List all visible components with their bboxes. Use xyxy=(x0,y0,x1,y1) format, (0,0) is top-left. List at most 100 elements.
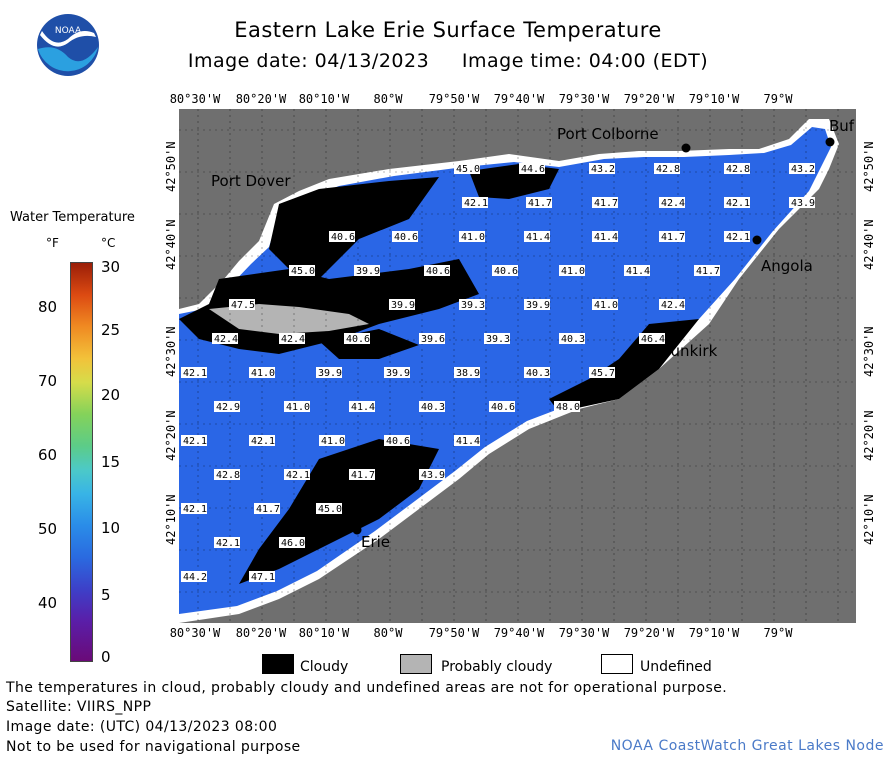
svg-text:42.8: 42.8 xyxy=(726,164,750,175)
svg-text:40.6: 40.6 xyxy=(331,232,355,243)
temperature-label: 47.5 xyxy=(229,299,255,311)
temperature-label: 41.0 xyxy=(284,401,310,413)
lat-label-right: 42°30'N xyxy=(862,326,876,377)
probably-cloudy-label: Probably cloudy xyxy=(441,659,553,675)
temperature-label: 45.0 xyxy=(316,503,342,515)
svg-text:41.4: 41.4 xyxy=(351,402,375,413)
f-tick: 40 xyxy=(38,594,58,612)
noaa-logo: NOAA xyxy=(36,13,100,77)
temperature-label: 44.6 xyxy=(519,163,545,175)
svg-text:39.9: 39.9 xyxy=(318,368,342,379)
f-tick: 80 xyxy=(38,298,58,316)
temperature-label: 42.1 xyxy=(181,503,207,515)
temperature-label: 40.6 xyxy=(329,231,355,243)
footer-note: The temperatures in cloud, probably clou… xyxy=(6,680,728,696)
temperature-label: 43.9 xyxy=(419,469,445,481)
page-subtitle: Image date: 04/13/2023 Image time: 04:00… xyxy=(187,50,709,72)
f-tick: 60 xyxy=(38,446,58,464)
temperature-label: 42.1 xyxy=(462,197,488,209)
probably-cloudy-swatch xyxy=(400,654,432,674)
c-tick: 5 xyxy=(101,586,111,604)
svg-text:45.7: 45.7 xyxy=(591,368,615,379)
svg-text:40.3: 40.3 xyxy=(526,368,550,379)
lon-label-top: 79°W xyxy=(763,92,793,106)
temperature-label: 41.7 xyxy=(526,197,552,209)
svg-text:39.9: 39.9 xyxy=(386,368,410,379)
svg-text:42.1: 42.1 xyxy=(726,232,750,243)
temperature-label: 45.0 xyxy=(289,265,315,277)
svg-text:41.4: 41.4 xyxy=(594,232,618,243)
lon-label-bottom: 79°20'W xyxy=(623,626,675,640)
temperature-label: 45.0 xyxy=(454,163,480,175)
temperature-label: 41.0 xyxy=(559,265,585,277)
temperature-label: 39.9 xyxy=(389,299,415,311)
f-tick: 70 xyxy=(38,372,58,390)
temperature-label: 41.0 xyxy=(249,367,275,379)
lon-label-top: 79°20'W xyxy=(623,92,675,106)
temperature-label: 40.3 xyxy=(559,333,585,345)
svg-text:41.7: 41.7 xyxy=(696,266,720,277)
unit-fahrenheit: °F xyxy=(46,236,59,250)
svg-text:41.0: 41.0 xyxy=(561,266,585,277)
undefined-swatch xyxy=(601,654,633,674)
temperature-label: 41.7 xyxy=(694,265,720,277)
svg-text:42.9: 42.9 xyxy=(216,402,240,413)
temperature-label: 39.9 xyxy=(316,367,342,379)
temperature-label: 42.1 xyxy=(724,197,750,209)
lon-label-top: 80°20'W xyxy=(235,92,287,106)
lake-map[interactable]: Port Colborne Port Dover Angola Dunkirk … xyxy=(179,109,856,623)
lon-label-top: 80°10'W xyxy=(298,92,350,106)
temperature-label: 42.4 xyxy=(279,333,305,345)
svg-text:Port Dover: Port Dover xyxy=(211,172,291,190)
svg-text:43.9: 43.9 xyxy=(421,470,445,481)
svg-text:39.3: 39.3 xyxy=(486,334,510,345)
svg-text:41.0: 41.0 xyxy=(594,300,618,311)
temperature-label: 41.4 xyxy=(454,435,480,447)
svg-text:42.4: 42.4 xyxy=(661,300,685,311)
temperature-label: 42.1 xyxy=(724,231,750,243)
lat-label-right: 42°50'N xyxy=(862,141,876,192)
svg-text:41.0: 41.0 xyxy=(286,402,310,413)
svg-text:39.9: 39.9 xyxy=(526,300,550,311)
lon-label-bottom: 79°W xyxy=(763,626,793,640)
footer-credit: NOAA CoastWatch Great Lakes Node xyxy=(610,738,884,754)
temperature-label: 40.6 xyxy=(392,231,418,243)
svg-text:46.0: 46.0 xyxy=(281,538,305,549)
svg-text:41.7: 41.7 xyxy=(661,232,685,243)
svg-text:Erie: Erie xyxy=(361,533,390,551)
temperature-label: 48.0 xyxy=(554,401,580,413)
lon-label-bottom: 80°30'W xyxy=(169,626,221,640)
lon-label-bottom: 80°W xyxy=(373,626,403,640)
cloudy-label: Cloudy xyxy=(300,659,349,675)
lon-label-bottom: 79°50'W xyxy=(428,626,480,640)
svg-text:41.0: 41.0 xyxy=(251,368,275,379)
svg-text:41.7: 41.7 xyxy=(351,470,375,481)
svg-text:Port Colborne: Port Colborne xyxy=(557,125,659,143)
c-tick: 30 xyxy=(101,258,121,276)
svg-text:44.2: 44.2 xyxy=(183,572,207,583)
temperature-label: 39.9 xyxy=(524,299,550,311)
temperature-label: 39.9 xyxy=(384,367,410,379)
svg-text:42.8: 42.8 xyxy=(216,470,240,481)
lat-label-left: 42°30'N xyxy=(164,326,178,377)
lat-label-right: 42°20'N xyxy=(862,410,876,461)
temperature-label: 42.1 xyxy=(284,469,310,481)
temperature-label: 41.7 xyxy=(254,503,280,515)
lat-label-right: 42°10'N xyxy=(862,494,876,545)
temperature-label: 41.0 xyxy=(459,231,485,243)
lon-label-bottom: 79°40'W xyxy=(493,626,545,640)
svg-text:40.6: 40.6 xyxy=(386,436,410,447)
f-tick: 50 xyxy=(38,520,58,538)
svg-text:45.0: 45.0 xyxy=(291,266,315,277)
svg-text:Angola: Angola xyxy=(761,257,813,275)
c-tick: 10 xyxy=(101,519,121,537)
temperature-label: 41.0 xyxy=(592,299,618,311)
temperature-label: 42.4 xyxy=(212,333,238,345)
cloudy-swatch xyxy=(262,654,294,674)
lat-label-left: 42°10'N xyxy=(164,494,178,545)
svg-text:40.6: 40.6 xyxy=(494,266,518,277)
city-angola: Angola xyxy=(752,235,813,275)
temperature-label: 42.1 xyxy=(181,367,207,379)
legend-title: Water Temperature xyxy=(10,210,135,225)
svg-text:40.6: 40.6 xyxy=(346,334,370,345)
